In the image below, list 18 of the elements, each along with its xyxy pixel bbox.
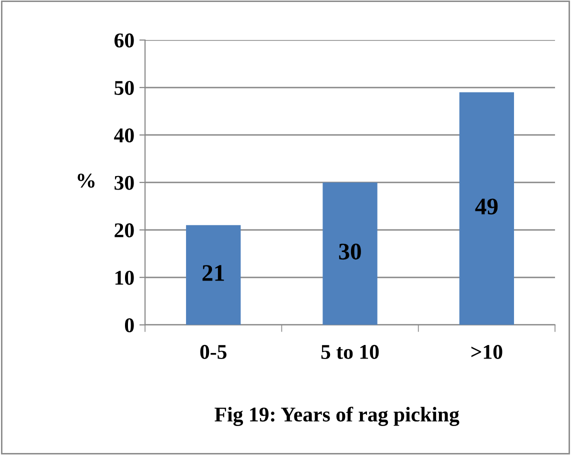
text: Fig 19: Years of rag picking [214, 406, 460, 426]
y-tick-label: 50 [114, 80, 134, 95]
x-tick-label: >10 [471, 344, 502, 359]
bar [322, 182, 378, 325]
y-axis-title: % [78, 174, 94, 188]
y-tick-label: 40 [114, 128, 134, 142]
data-label: 21 [202, 265, 224, 281]
bar [459, 92, 514, 325]
y-tick-label: 60 [114, 33, 134, 48]
y-tick-label: 0 [124, 318, 134, 332]
bar [186, 225, 241, 325]
y-tick-label: 30 [114, 176, 134, 190]
x-tick-label: 5 to 10 [321, 344, 379, 359]
y-tick-label: 10 [115, 270, 134, 285]
data-label: 30 [339, 244, 361, 260]
data-label: 49 [475, 198, 498, 214]
y-tick-label: 20 [114, 223, 134, 238]
x-tick-label: 0-5 [200, 344, 226, 359]
